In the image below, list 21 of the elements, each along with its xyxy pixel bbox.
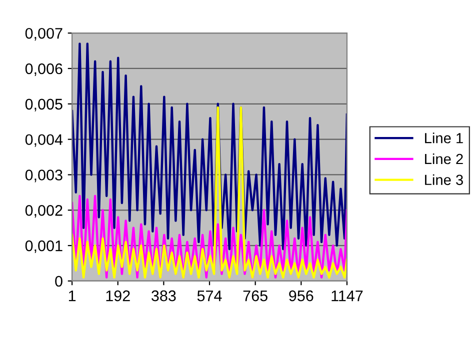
x-tick-label: 192 bbox=[106, 290, 130, 302]
x-tick-label: 956 bbox=[289, 290, 314, 302]
x-tick-label: 383 bbox=[152, 290, 176, 302]
x-tick-label: 574 bbox=[197, 290, 222, 302]
line-series bbox=[72, 42, 347, 250]
legend-label: Line 1 bbox=[425, 132, 463, 144]
line-series bbox=[72, 194, 347, 279]
legend-label: Line 3 bbox=[425, 174, 463, 186]
y-tick-label: 0,006 bbox=[25, 63, 62, 76]
y-tick-label: 0,001 bbox=[25, 240, 62, 254]
line-series bbox=[72, 106, 347, 279]
y-tick-label: 0,002 bbox=[25, 205, 62, 218]
y-tick-label: 0 bbox=[55, 276, 62, 287]
legend-label: Line 2 bbox=[425, 153, 463, 164]
y-tick-label: 0,003 bbox=[25, 170, 62, 182]
y-tick-label: 0,005 bbox=[25, 98, 62, 112]
x-tick-label: 1147 bbox=[332, 290, 363, 302]
x-tick-label: 1 bbox=[68, 290, 76, 302]
y-tick-label: 0,004 bbox=[25, 134, 63, 147]
x-tick-label: 765 bbox=[243, 290, 268, 302]
y-tick-label: 0,007 bbox=[25, 28, 62, 41]
